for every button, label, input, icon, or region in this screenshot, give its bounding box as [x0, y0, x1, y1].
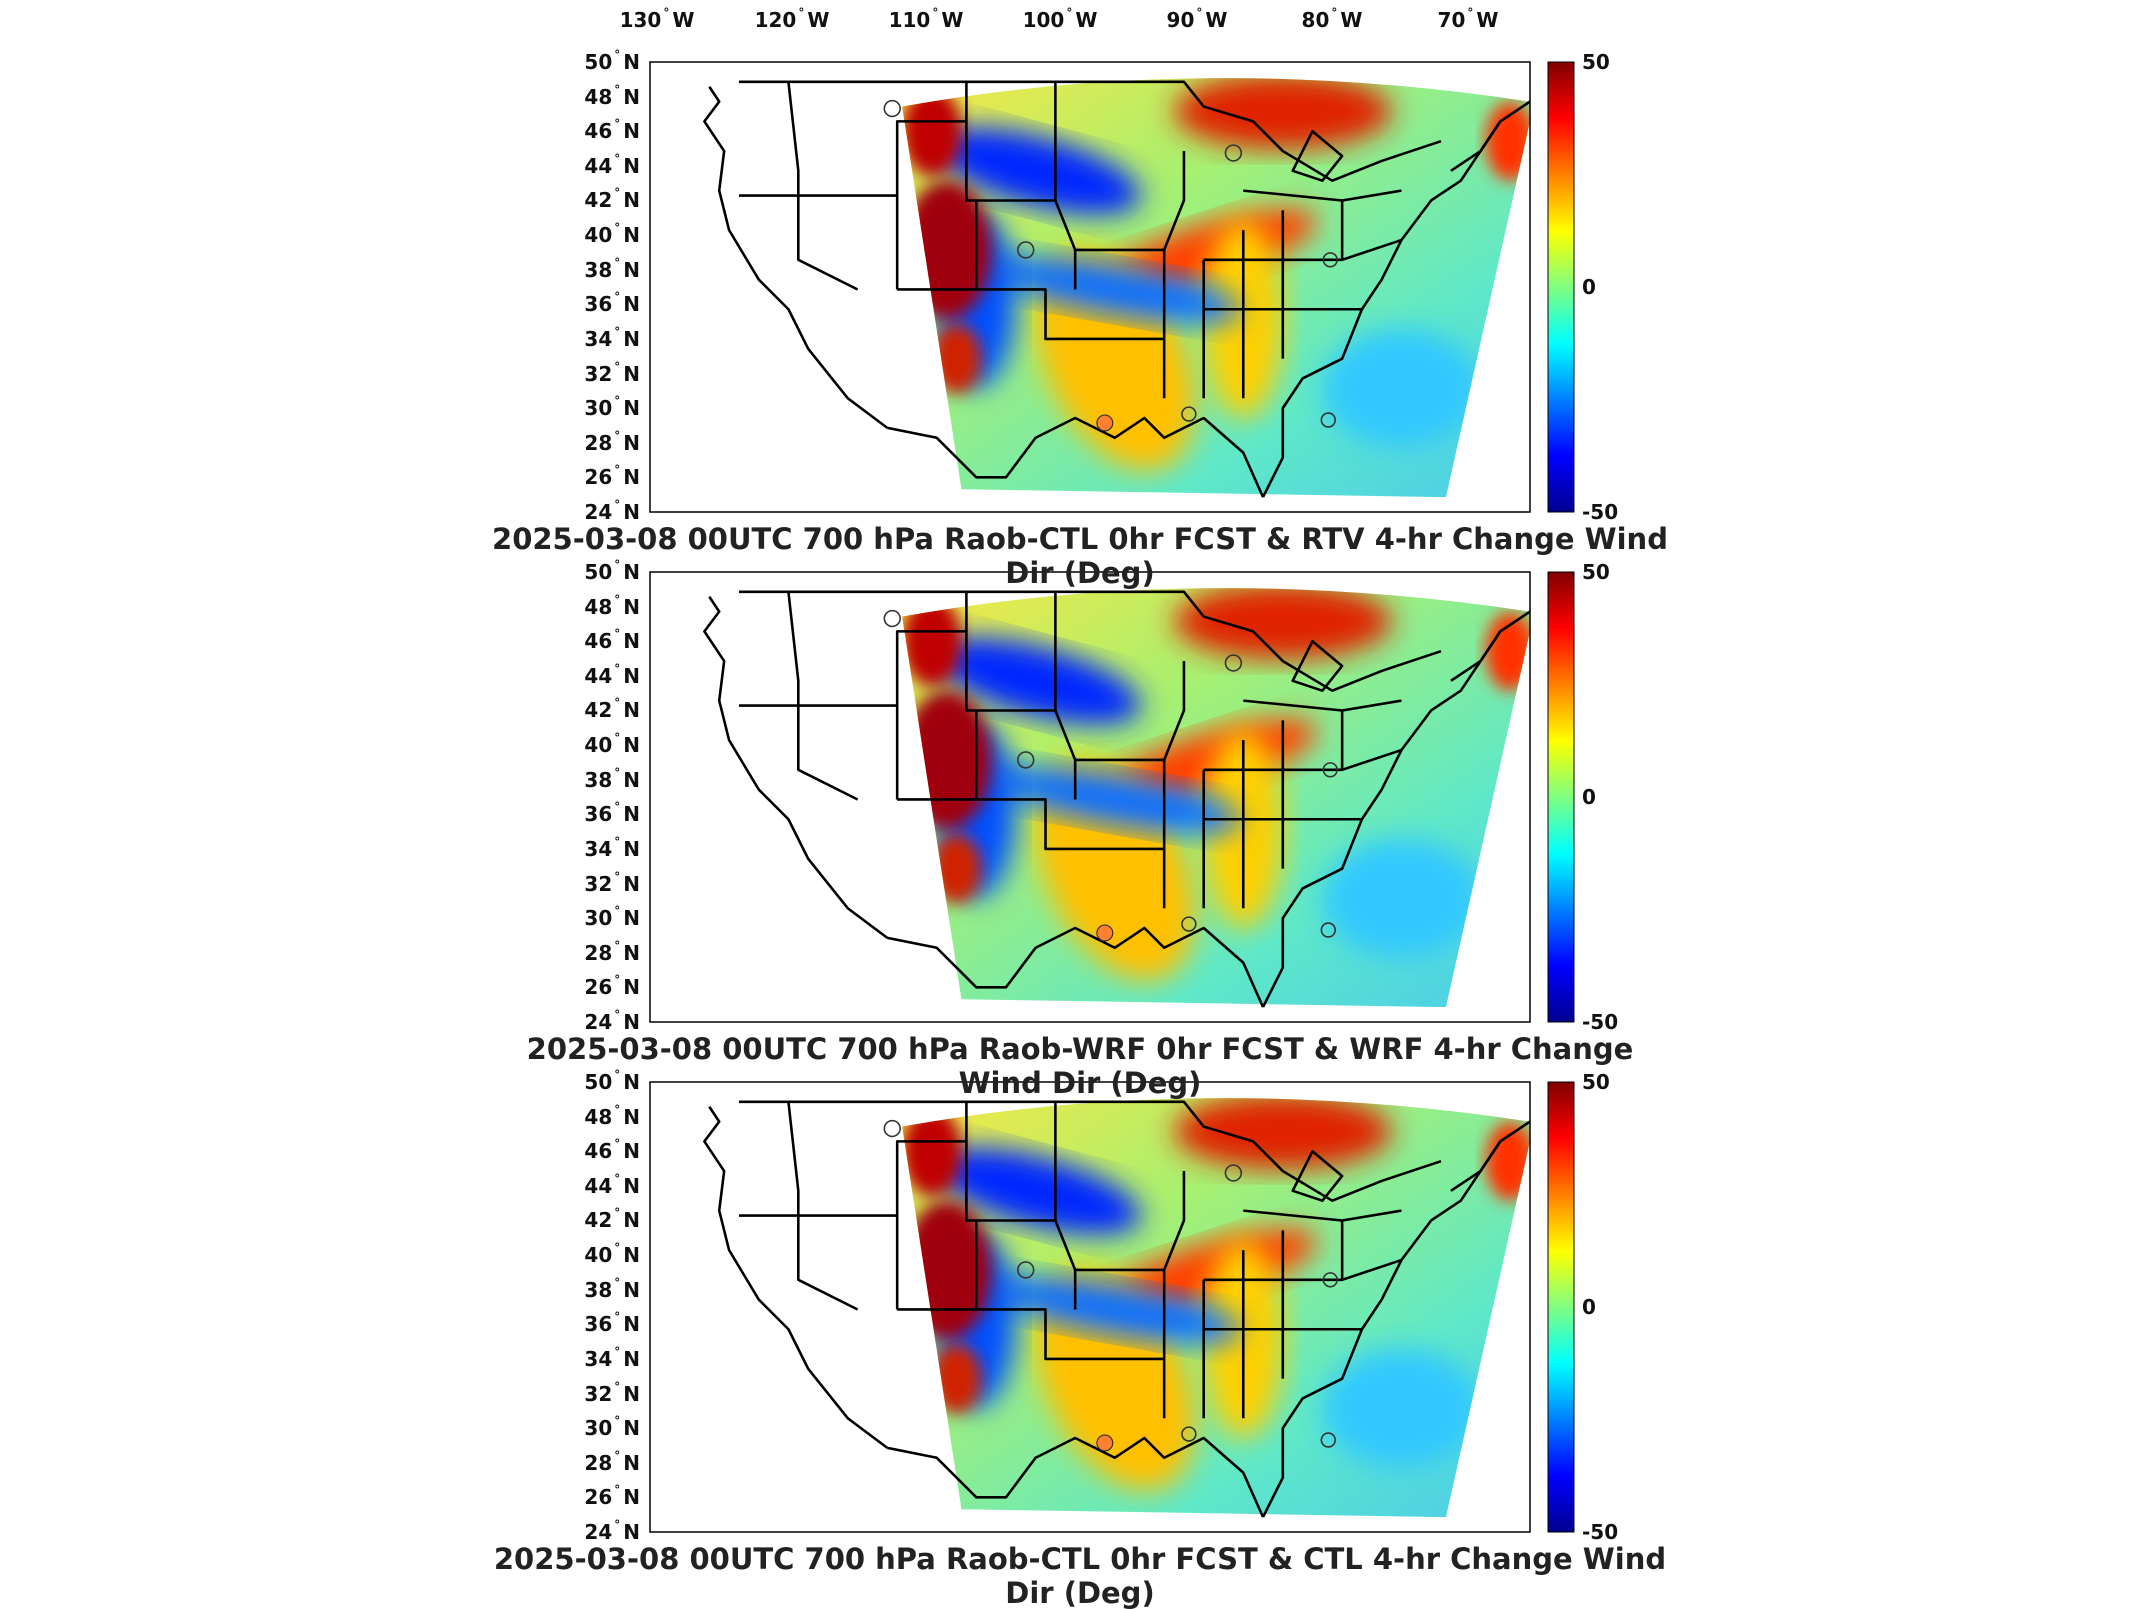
lat-tick-label: 40 ° N — [584, 731, 640, 758]
colorbar-tick-label: -50 — [1582, 1520, 1619, 1544]
lat-tick-label: 46 ° N — [584, 1137, 640, 1164]
colorbar-tick-label: -50 — [1582, 500, 1619, 524]
lat-tick-label: 28 ° N — [584, 938, 640, 965]
lat-tick-label: 28 ° N — [584, 428, 640, 455]
lat-tick-label: 30 ° N — [584, 1414, 640, 1441]
lat-tick-label: 40 ° N — [584, 221, 640, 248]
lat-tick-label: 36 ° N — [584, 800, 640, 827]
lat-tick-label: 32 ° N — [584, 1379, 640, 1406]
lat-tick-label: 34 ° N — [584, 1344, 640, 1371]
lat-tick-label: 42 ° N — [584, 1206, 640, 1233]
lat-tick-label: 50 ° N — [584, 48, 640, 74]
map-frame — [649, 61, 1531, 513]
lat-tick-label: 26 ° N — [584, 463, 640, 490]
lon-tick-label: 90 ° W — [1166, 6, 1228, 32]
lat-tick-label: 24 ° N — [584, 1518, 640, 1544]
colorbar-tick-label: 0 — [1582, 275, 1596, 299]
colorbar-tick-label: 50 — [1582, 1070, 1610, 1094]
lon-tick-label: 100 ° W — [1022, 6, 1098, 32]
lat-tick-label: 28 ° N — [584, 1448, 640, 1475]
colorbar-tick-label: -50 — [1582, 1010, 1619, 1034]
lat-tick-label: 46 ° N — [584, 627, 640, 654]
lat-tick-label: 44 ° N — [584, 1171, 640, 1198]
lat-tick-label: 40 ° N — [584, 1241, 640, 1268]
lat-tick-label: 38 ° N — [584, 1275, 640, 1302]
lon-tick-label: 110 ° W — [888, 6, 964, 32]
lat-tick-label: 30 ° N — [584, 394, 640, 421]
lat-tick-label: 32 ° N — [584, 869, 640, 896]
map-frame — [649, 571, 1531, 1023]
lat-tick-label: 44 ° N — [584, 151, 640, 178]
colorbar-tick-label: 0 — [1582, 785, 1596, 809]
lat-tick-label: 24 ° N — [584, 1008, 640, 1034]
lat-tick-label: 36 ° N — [584, 1310, 640, 1337]
lat-tick-label: 50 ° N — [584, 558, 640, 584]
lat-tick-label: 46 ° N — [584, 117, 640, 144]
lat-tick-label: 42 ° N — [584, 696, 640, 723]
map-panel-3 — [704, 1082, 1540, 1537]
colorbar-tick-label: 0 — [1582, 1295, 1596, 1319]
lat-tick-label: 32 ° N — [584, 359, 640, 386]
panel-title: 2025-03-08 00UTC 700 hPa Raob-WRF 0hr FC… — [526, 1032, 1634, 1100]
lat-tick-label: 34 ° N — [584, 834, 640, 861]
lat-tick-label: 38 ° N — [584, 765, 640, 792]
lat-tick-label: 42 ° N — [584, 186, 640, 213]
map-frame — [649, 1081, 1531, 1533]
lat-tick-label: 48 ° N — [584, 82, 640, 109]
colorbar — [1547, 1081, 1575, 1533]
map-panel-1 — [704, 62, 1540, 517]
lon-tick-label: 120 ° W — [754, 6, 830, 32]
lat-tick-label: 44 ° N — [584, 661, 640, 688]
colorbar-tick-label: 50 — [1582, 50, 1610, 74]
lat-tick-label: 48 ° N — [584, 592, 640, 619]
lat-tick-label: 26 ° N — [584, 973, 640, 1000]
panel-title: 2025-03-08 00UTC 700 hPa Raob-CTL 0hr FC… — [492, 522, 1668, 590]
lat-tick-label: 48 ° N — [584, 1102, 640, 1129]
lat-tick-label: 26 ° N — [584, 1483, 640, 1510]
lat-tick-label: 38 ° N — [584, 255, 640, 282]
lat-tick-label: 36 ° N — [584, 290, 640, 317]
lat-tick-label: 34 ° N — [584, 324, 640, 351]
colorbar — [1547, 61, 1575, 513]
colorbar-tick-label: 50 — [1582, 560, 1610, 584]
map-panel-2 — [704, 572, 1540, 1027]
lat-tick-label: 50 ° N — [584, 1068, 640, 1094]
lat-tick-label: 24 ° N — [584, 498, 640, 524]
lon-tick-label: 70 ° W — [1437, 6, 1499, 32]
lon-tick-label: 80 ° W — [1301, 6, 1363, 32]
colorbar — [1547, 571, 1575, 1023]
lat-tick-label: 30 ° N — [584, 904, 640, 931]
lon-tick-label: 130 ° W — [619, 6, 695, 32]
